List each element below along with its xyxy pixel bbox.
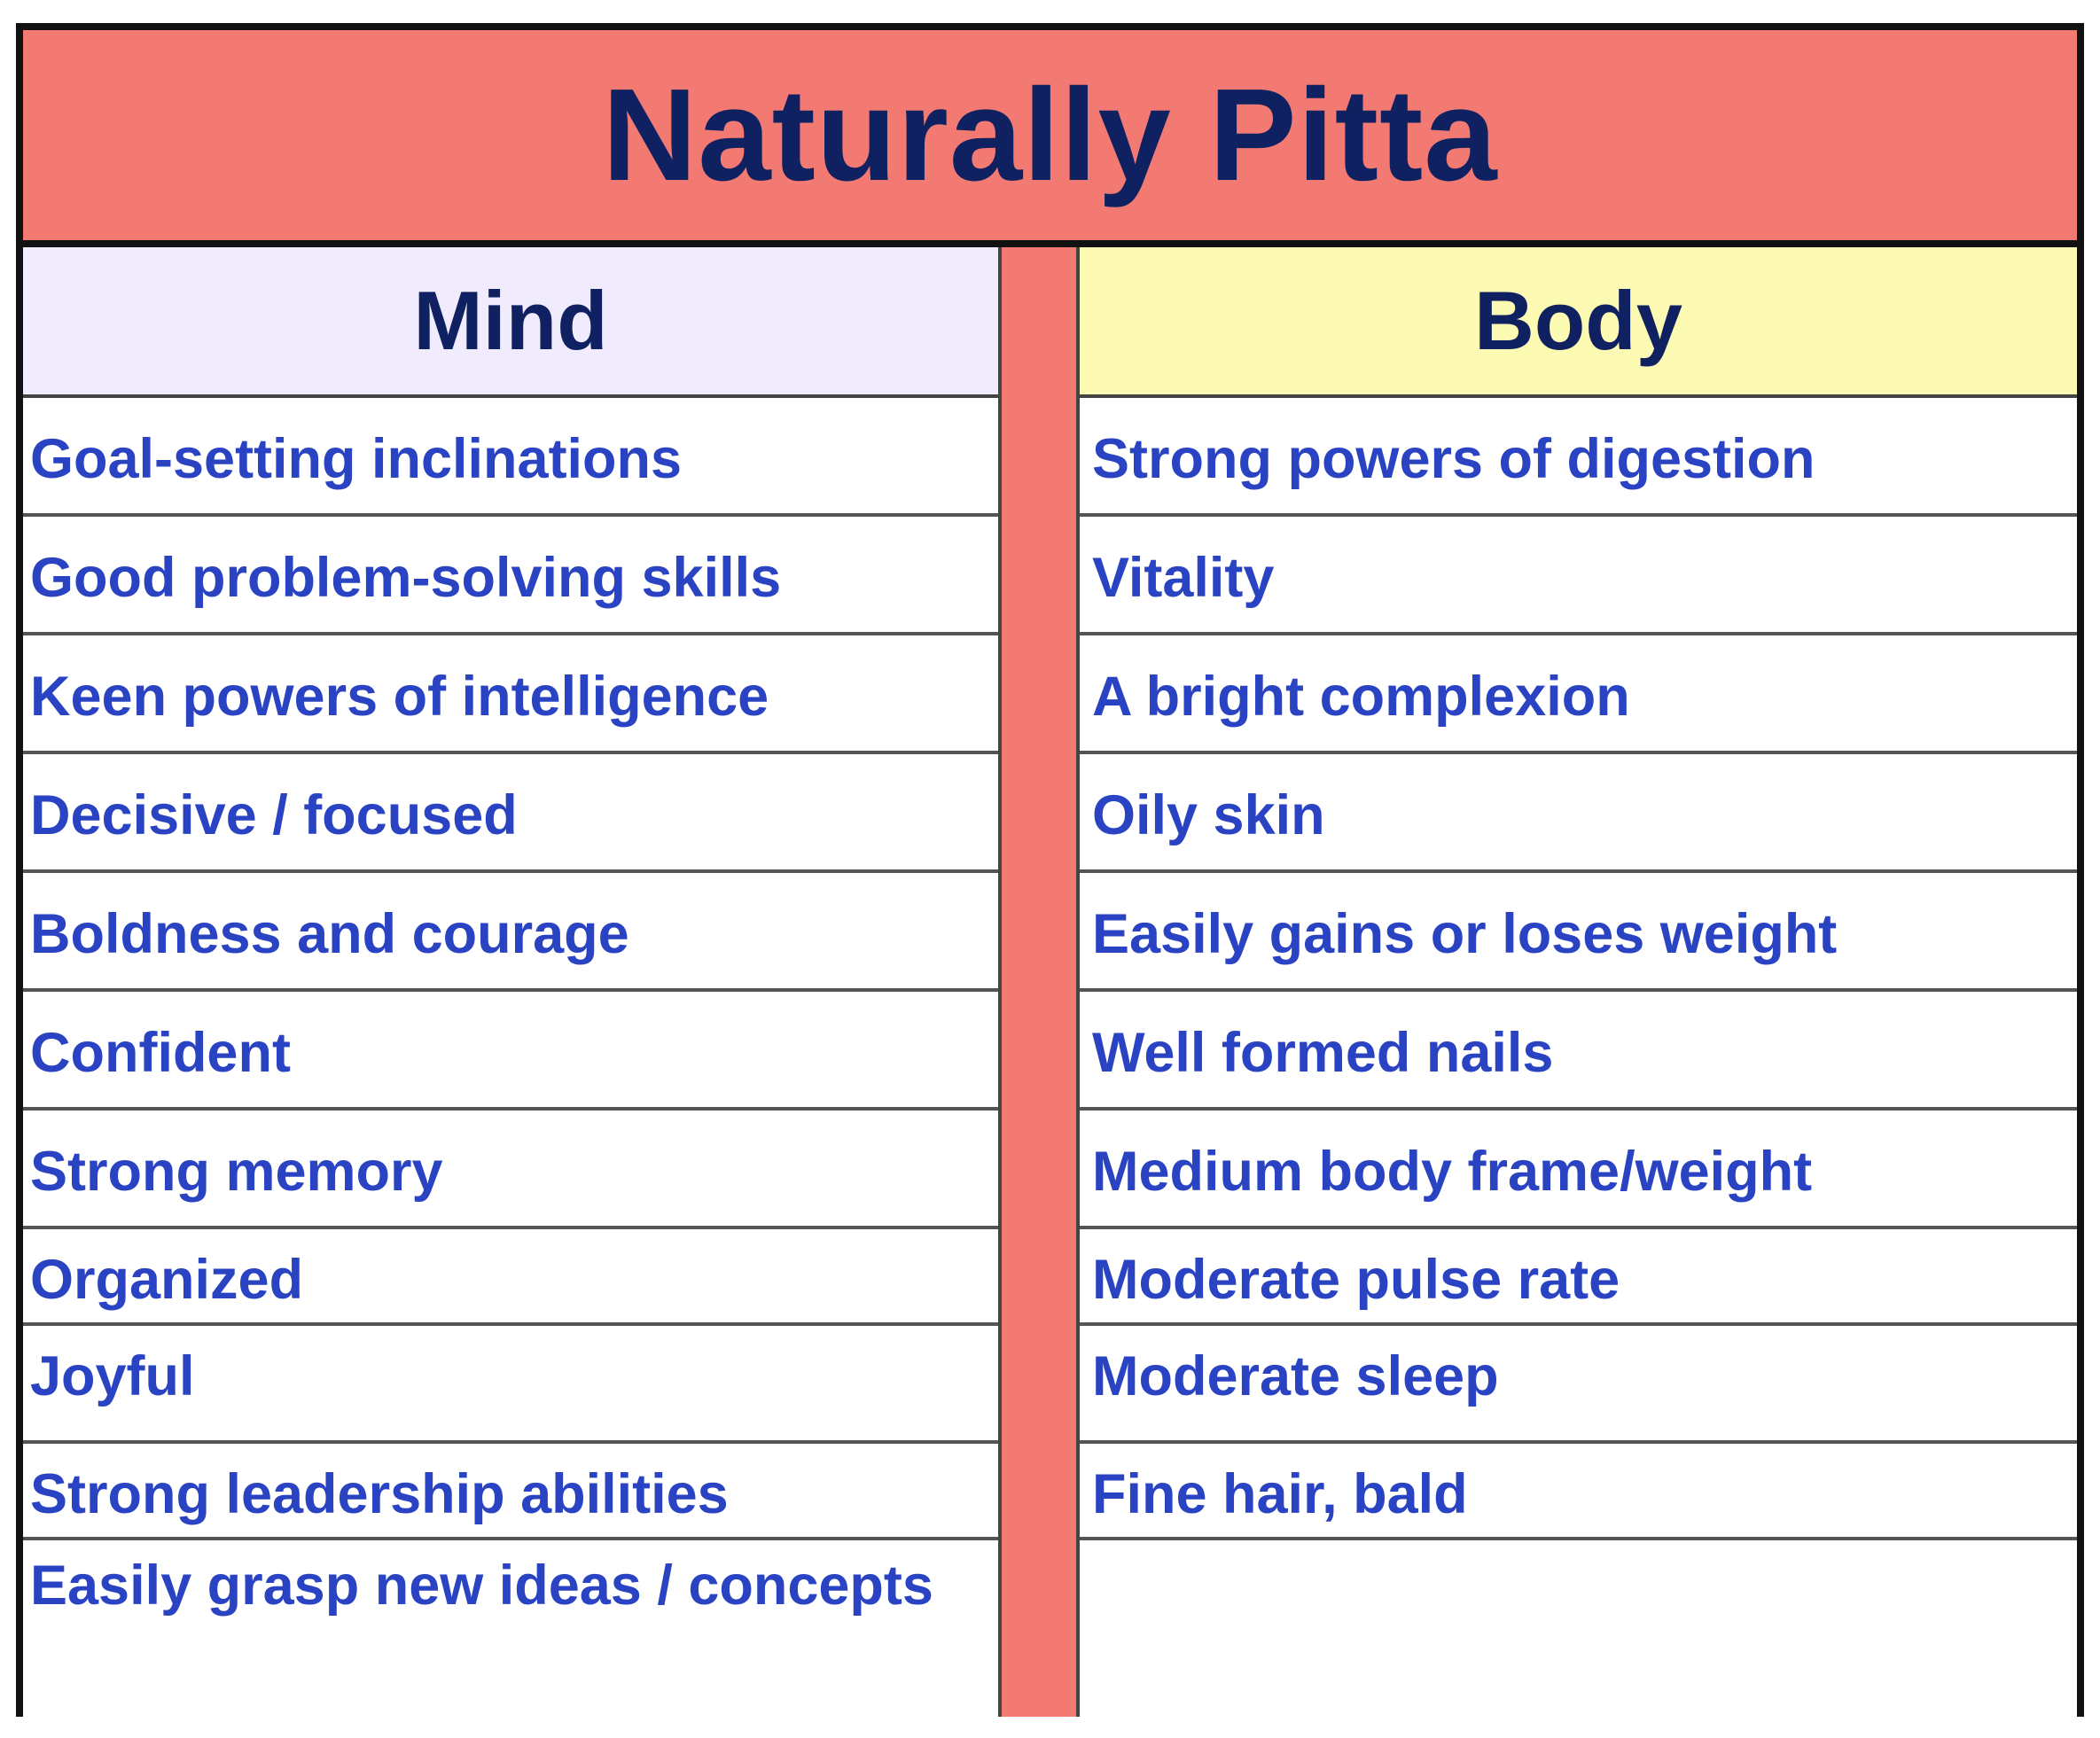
mind-column: Mind Goal-setting inclinations Good prob…	[23, 247, 1002, 1717]
mind-item: Good problem-solving skills	[23, 517, 998, 635]
body-item: Moderate sleep	[1080, 1326, 2077, 1444]
body-column: Body Strong powers of digestion Vitality…	[1076, 247, 2077, 1717]
page-title: Naturally Pitta	[602, 61, 1498, 208]
mind-item: Organized	[23, 1229, 998, 1326]
body-item: Fine hair, bald	[1080, 1444, 2077, 1540]
body-item: Strong powers of digestion	[1080, 398, 2077, 517]
column-divider	[1002, 247, 1076, 1717]
body-item: Easily gains or loses weight	[1080, 873, 2077, 992]
body-item: Vitality	[1080, 517, 2077, 635]
body-item-empty	[1080, 1540, 2077, 1703]
body-item: Moderate pulse rate	[1080, 1229, 2077, 1326]
mind-item: Easily grasp new ideas / concepts	[30, 1555, 933, 1617]
mind-item: Confident	[23, 992, 998, 1111]
mind-item: Joyful	[23, 1326, 998, 1444]
mind-item: Strong leadership abilities	[23, 1444, 998, 1540]
body-item: Medium body frame/weight	[1080, 1111, 2077, 1229]
mind-header: Mind	[23, 247, 998, 398]
mind-item: Keen powers of intelligence	[23, 635, 998, 754]
pitta-table: Naturally Pitta Mind Goal-setting inclin…	[16, 23, 2084, 1717]
mind-item: Decisive / focused	[23, 754, 998, 873]
mind-item: Goal-setting inclinations	[23, 398, 998, 517]
mind-item: Strong memory	[23, 1111, 998, 1229]
body-header: Body	[1080, 247, 2077, 398]
title-banner: Naturally Pitta	[23, 30, 2077, 247]
body-item: Well formed nails	[1080, 992, 2077, 1111]
body-item: A bright complexion	[1080, 635, 2077, 754]
mind-item: Boldness and courage	[23, 873, 998, 992]
body-item: Oily skin	[1080, 754, 2077, 873]
